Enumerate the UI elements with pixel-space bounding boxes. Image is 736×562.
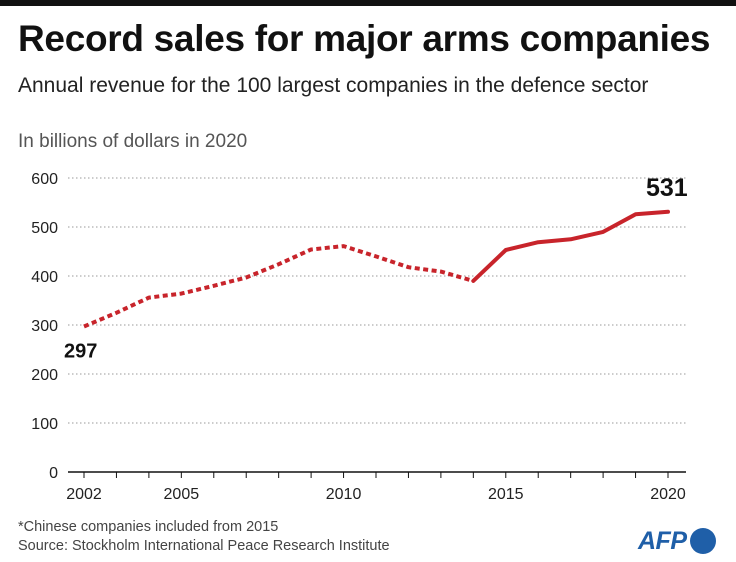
data-point-2020 [666,210,670,214]
y-tick-label-600: 600 [31,171,58,188]
y-axis-unit-label: In billions of dollars in 2020 [18,131,248,152]
chart-title: Record sales for major arms companies [18,18,711,59]
y-tick-label-0: 0 [49,465,58,482]
x-tick-label-2005: 2005 [164,486,200,503]
data-point-2018 [601,230,605,234]
y-tick-label-100: 100 [31,416,58,433]
data-point-2019 [634,212,638,216]
footnote: *Chinese companies included from 2015 [18,519,279,535]
data-point-2008 [277,262,281,266]
source-note: Source: Stockholm International Peace Re… [18,538,390,554]
y-tick-label-400: 400 [31,269,58,286]
data-label-2020: 531 [646,174,688,202]
y-tick-label-200: 200 [31,367,58,384]
data-point-2016 [536,240,540,244]
data-point-2007 [244,275,248,279]
data-point-2013 [439,270,443,274]
y-tick-label-300: 300 [31,318,58,335]
x-tick-label-2015: 2015 [488,486,524,503]
series-line-solid [471,209,670,283]
afp-logo: AFP [638,528,716,554]
data-point-2014 [471,279,475,283]
x-tick-label-2002: 2002 [66,486,102,503]
data-point-2012 [406,265,410,269]
x-tick-label-2020: 2020 [650,486,686,503]
data-label-2002: 297 [64,340,97,362]
data-point-2010 [342,244,346,248]
data-point-2015 [504,248,508,252]
data-point-2002 [82,324,86,328]
series-line-dashed [83,244,474,329]
data-point-2003 [114,311,118,315]
afp-logo-dot [689,528,716,554]
data-point-2006 [212,284,216,288]
data-point-2004 [147,296,151,300]
top-rule [0,0,736,6]
data-point-2017 [569,237,573,241]
afp-logo-text: AFP [638,526,687,555]
data-point-2005 [179,292,183,296]
x-tick-label-2010: 2010 [326,486,362,503]
chart-subtitle: Annual revenue for the 100 largest compa… [18,74,649,97]
data-point-2011 [374,254,378,258]
y-tick-label-500: 500 [31,220,58,237]
data-point-2009 [309,248,313,252]
